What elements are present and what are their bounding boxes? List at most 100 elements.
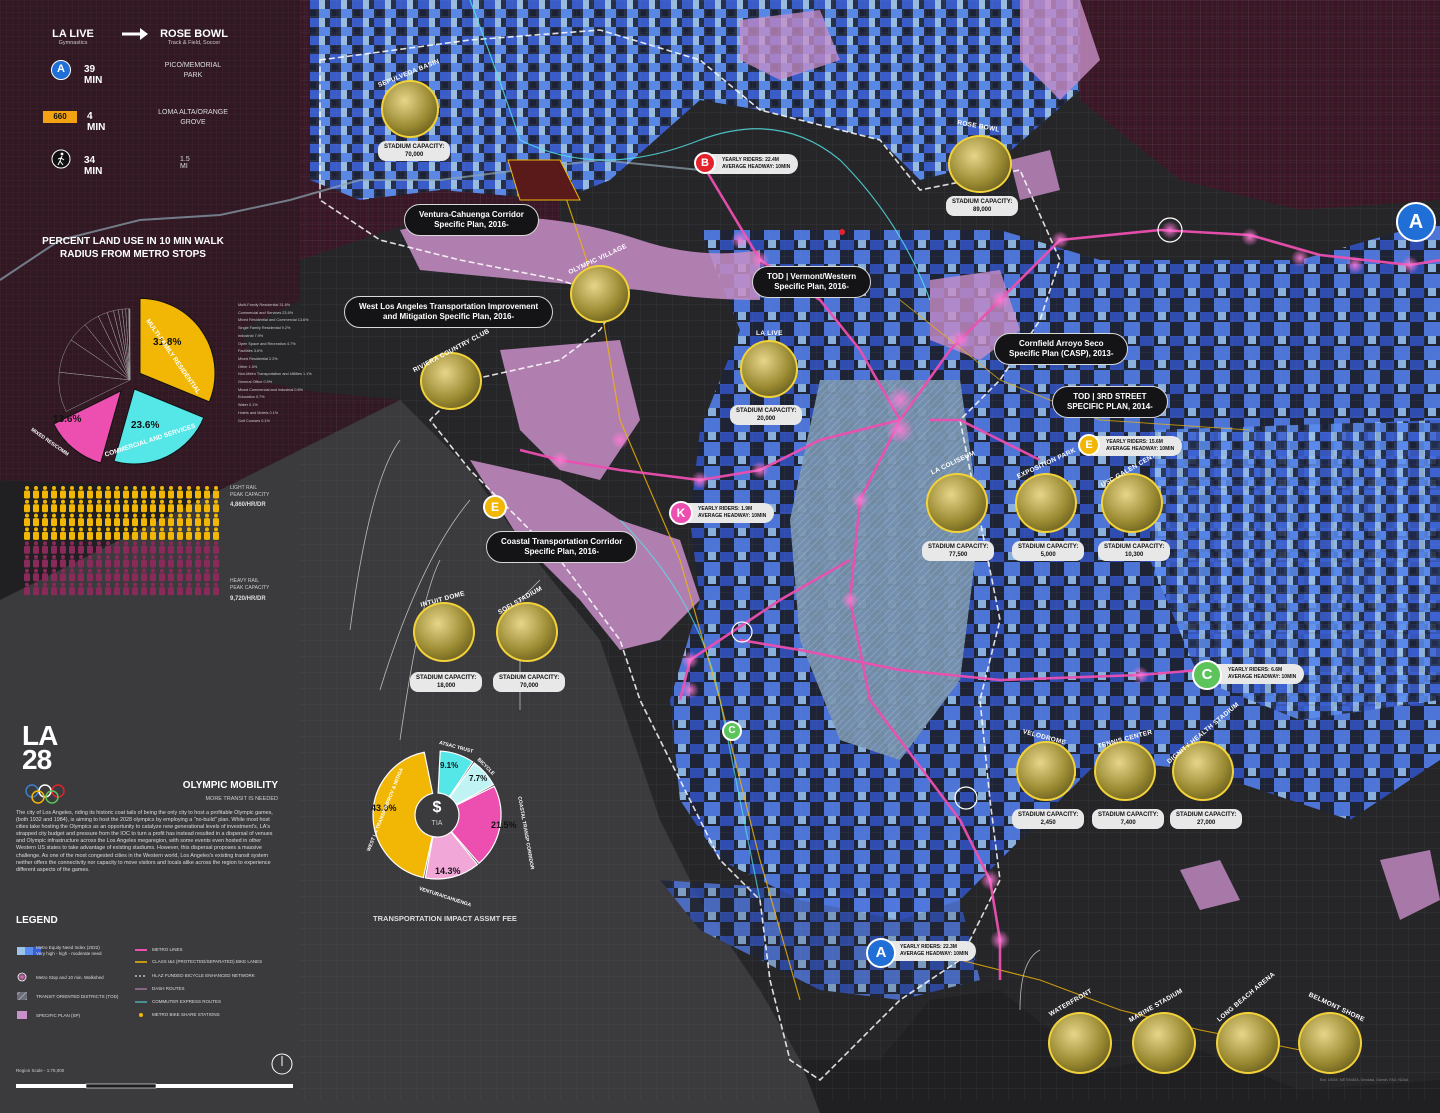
plan-cornfield-line2: Specific Plan (CASP), 2013- — [1009, 349, 1114, 358]
person-icon — [132, 582, 138, 596]
land-use-breakdown-item: Mixed Residential and Commercial 13.6% — [238, 318, 309, 323]
person-icon — [123, 568, 129, 582]
land-use-breakdown-item: Non-Metro Transportation and Utilities 1… — [238, 372, 312, 377]
person-icon — [69, 513, 75, 527]
trip-note-bus: LOMA ALTA/ORANGE GROVE — [158, 109, 228, 126]
person-icon — [213, 541, 219, 554]
venue-velodrome — [1016, 741, 1076, 801]
venue-sepulveda-basin — [381, 80, 439, 138]
venue-tennis-center — [1094, 741, 1156, 801]
person-icon — [141, 513, 147, 527]
plan-vermont-line2: Specific Plan, 2016- — [774, 282, 849, 291]
person-icon — [150, 568, 156, 582]
plan-coastal-line1: Coastal Transportation Corridor — [501, 537, 623, 546]
person-icon — [204, 541, 210, 554]
venue-cap-intuit-dome: STADIUM CAPACITY: 18,000 — [410, 672, 483, 692]
person-icon — [105, 499, 111, 513]
legend-bike-lanes: CLASS I&4 (PROTECTED/SEPARATED) BIKE LAN… — [152, 959, 263, 964]
person-icon — [33, 513, 39, 527]
trip-origin: LA LIVE — [52, 28, 94, 40]
person-icon — [150, 582, 156, 596]
ridership-b-headway: AVERAGE HEADWAY: 10MIN — [722, 164, 791, 170]
light-rail-value: 4,860/HR/DR — [230, 502, 266, 508]
person-icon — [69, 499, 75, 513]
venue-exposition-park — [1015, 473, 1077, 533]
person-icon — [213, 568, 219, 582]
person-icon — [141, 527, 147, 540]
light-rail-label: LIGHT RAIL PEAK CAPACITY — [230, 485, 270, 498]
land-use-breakdown-item: Education 0.7% — [238, 395, 265, 400]
person-icon — [60, 527, 66, 540]
person-icon — [123, 513, 129, 527]
person-icon — [114, 527, 120, 540]
trip-time-bus: 4 MIN — [87, 111, 106, 133]
person-icon — [159, 555, 165, 568]
person-icon — [96, 486, 102, 499]
person-icon — [42, 568, 48, 582]
person-icon — [159, 499, 165, 513]
person-icon — [150, 555, 156, 568]
person-icon — [51, 499, 57, 513]
ridership-e: YEARLY RIDERS: 15.6M AVERAGE HEADWAY: 10… — [1084, 436, 1183, 456]
venue-cap-sepulveda: STADIUM CAPACITY: 70,000 — [378, 141, 451, 161]
person-icon — [96, 541, 102, 554]
plan-tod-vermont: TOD | Vermont/Western Specific Plan, 201… — [752, 266, 872, 298]
venue-cap-tennis-center: STADIUM CAPACITY: 7,400 — [1092, 809, 1165, 829]
line-a-badge-top: A — [1396, 202, 1436, 242]
line-b-badge: B — [694, 152, 716, 174]
person-icon — [159, 513, 165, 527]
tia-pct-bicycle: 7.7% — [469, 774, 488, 783]
ridership-b-riders: YEARLY RIDERS: 22.4M — [722, 157, 779, 163]
legend-bike-share: METRO BIKE SHARE STATIONS — [152, 1012, 220, 1017]
person-icon — [159, 541, 165, 554]
person-icon — [51, 541, 57, 554]
person-icon — [132, 555, 138, 568]
person-icon — [60, 582, 66, 596]
person-icon — [33, 527, 39, 540]
person-icon — [69, 568, 75, 582]
person-icon — [186, 582, 192, 596]
person-icon — [78, 555, 84, 568]
land-use-breakdown-item: Facilities 3.6% — [238, 349, 263, 354]
person-icon — [42, 513, 48, 527]
land-use-breakdown-item: Other 1.5% — [238, 364, 258, 369]
land-use-breakdown: Multi-Family Residential 31.8% Commercial… — [238, 302, 312, 425]
person-icon — [132, 541, 138, 554]
person-icon — [168, 582, 174, 596]
venue-cap-sofi-stadium: STADIUM CAPACITY: 70,000 — [493, 672, 566, 692]
person-icon — [42, 541, 48, 554]
venue-marine-stadium — [1132, 1012, 1196, 1074]
person-icon — [69, 486, 75, 499]
olympic-rings-logo — [25, 784, 65, 804]
person-icon — [114, 555, 120, 568]
person-icon — [132, 527, 138, 540]
ridership-c-riders: YEARLY RIDERS: 6.6M — [1228, 667, 1283, 673]
land-use-pie-chart — [53, 297, 216, 465]
person-icon — [159, 582, 165, 596]
plan-vermont-line1: TOD | Vermont/Western — [767, 272, 857, 281]
person-icon — [195, 513, 201, 527]
person-icon — [33, 568, 39, 582]
heavy-rail-label: HEAVY RAIL PEAK CAPACITY — [230, 578, 270, 591]
legend-metro-stop: Metro Stop and 10 min. Walkshed — [36, 975, 104, 980]
plan-coastal: Coastal Transportation Corridor Specific… — [486, 531, 638, 563]
person-icon — [177, 568, 183, 582]
person-icon — [105, 527, 111, 540]
person-icon — [141, 555, 147, 568]
map-credit: Esri, USGS, METI/NASA, Geodata, Garmin, … — [1320, 1078, 1409, 1082]
land-use-pct-mixed: 13.6% — [53, 414, 82, 425]
land-use-breakdown-item: General Office 0.9% — [238, 380, 273, 385]
trip-arrow-icon — [122, 28, 148, 40]
person-icon — [69, 541, 75, 554]
person-icon — [123, 582, 129, 596]
plan-ventura-line2: Specific Plan, 2016- — [434, 220, 509, 229]
person-icon — [60, 499, 66, 513]
plan-3rd-line1: TOD | 3RD STREET — [1073, 392, 1147, 401]
person-icon — [168, 568, 174, 582]
person-icon — [186, 499, 192, 513]
person-icon — [213, 499, 219, 513]
mobility-body: The city of Los Angeles, riding its hist… — [16, 810, 273, 873]
la28-logo-top: LA — [22, 720, 58, 751]
person-icon — [150, 486, 156, 499]
heavy-rail-value: 9,720/HR/DR — [230, 596, 266, 602]
